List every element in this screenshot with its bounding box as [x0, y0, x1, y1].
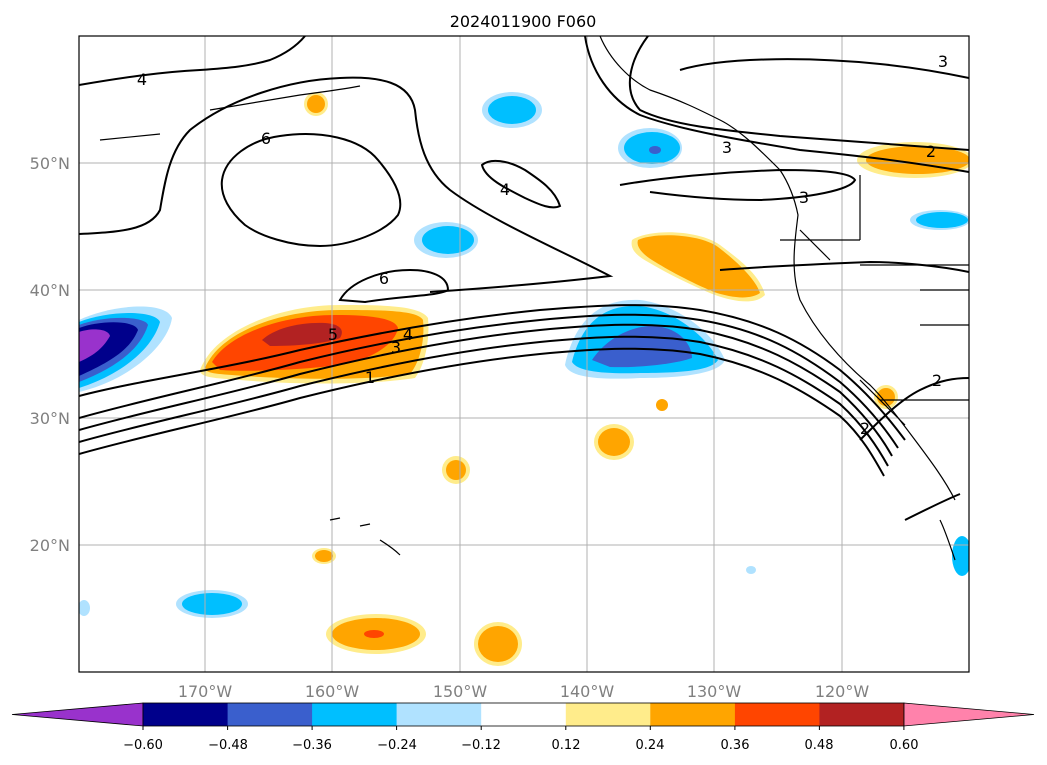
colorbar-tick-label: −0.24	[377, 738, 417, 753]
contour-line	[584, 36, 969, 173]
colorbar-cell	[312, 703, 398, 726]
colorbar-ticks	[142, 726, 905, 730]
longitude-labels: 170°W 160°W 150°W 140°W 130°W 120°W	[178, 682, 870, 701]
contour-label: 5	[328, 325, 338, 344]
latitude-labels: 20°N 30°N 40°N 50°N	[30, 154, 70, 555]
colorbar-labels: −0.60 −0.48 −0.36 −0.24 −0.12 0.12 0.24 …	[123, 738, 918, 753]
contour-labels: 4 6 4 6 5 4 3 1 3 3 2 2 2 3	[137, 52, 948, 438]
negative-anomaly-region	[488, 96, 536, 124]
colorbar-cell	[481, 703, 567, 726]
negative-anomaly-region	[79, 600, 90, 616]
lon-tick-label: 140°W	[560, 682, 615, 701]
colorbar-tick-label: 0.12	[552, 738, 581, 753]
contour-line	[619, 168, 857, 202]
positive-anomaly-region	[307, 95, 325, 113]
negative-anomaly-region	[952, 536, 969, 576]
contour-line	[480, 159, 562, 209]
contour-label: 1	[365, 368, 375, 387]
contour-label: 4	[403, 325, 413, 344]
map-frame	[78, 35, 970, 673]
negative-anomaly-region	[916, 212, 968, 228]
colorbar-tick-label: −0.60	[123, 738, 163, 753]
colorbar-cell	[734, 703, 820, 726]
colorbar-cells	[11, 702, 1035, 727]
contour-label: 2	[860, 419, 870, 438]
colorbar-extend-min	[11, 702, 144, 727]
negative-anomaly-region	[422, 226, 474, 254]
negative-anomaly-region	[746, 566, 756, 574]
negative-anomaly-region	[182, 593, 242, 615]
contour-label: 2	[926, 142, 936, 161]
positive-anomaly-region	[315, 550, 333, 562]
map-panel: 4 6 4 6 5 4 3 1 3 3 2 2 2 3 20°N 30°N 40…	[30, 35, 970, 701]
contour-line	[79, 335, 889, 467]
lon-tick-label: 120°W	[815, 682, 870, 701]
contour-line	[79, 347, 885, 477]
colorbar-tick-label: 0.60	[890, 738, 919, 753]
positive-anomaly-region	[656, 399, 668, 411]
contour-label: 3	[391, 338, 401, 357]
map-title: 2024011900 F060	[450, 12, 597, 31]
positive-anomaly-region	[446, 460, 466, 480]
gridlines	[79, 36, 969, 672]
contour-label: 2	[932, 371, 942, 390]
positive-anomaly-region	[364, 630, 384, 638]
negative-anomaly-region	[79, 329, 110, 362]
positive-anomaly-region	[598, 428, 630, 456]
contour-line	[79, 304, 906, 441]
negative-anomaly-region	[649, 146, 661, 154]
colorbar-cell	[650, 703, 736, 726]
contour-line	[79, 76, 614, 293]
colorbar-tick-label: 0.48	[805, 738, 834, 753]
lon-tick-label: 130°W	[687, 682, 742, 701]
contour-label: 6	[261, 129, 271, 148]
positive-anomaly-region	[262, 322, 342, 346]
colorbar-tick-label: 0.24	[636, 738, 665, 753]
colorbar-cell	[565, 703, 651, 726]
contour-lines	[79, 36, 969, 521]
contour-line	[859, 377, 969, 441]
contour-line	[79, 323, 893, 457]
lon-tick-label: 150°W	[433, 682, 488, 701]
colorbar-extend-max	[903, 702, 1035, 727]
contour-line	[79, 36, 306, 86]
colorbar-tick-label: 0.36	[721, 738, 750, 753]
contour-label: 3	[938, 52, 948, 71]
colorbar-tick-label: −0.12	[461, 738, 501, 753]
lat-tick-label: 30°N	[30, 409, 70, 428]
contour-label: 6	[379, 269, 389, 288]
colorbar-cell	[143, 703, 228, 726]
lat-tick-label: 20°N	[30, 536, 70, 555]
contour-label: 3	[799, 188, 809, 207]
lon-tick-label: 170°W	[178, 682, 233, 701]
colorbar-cell	[227, 703, 313, 726]
colorbar-tick-label: −0.48	[208, 738, 248, 753]
colorbar-tick-label: −0.36	[292, 738, 332, 753]
positive-anomaly-region	[637, 235, 760, 298]
contour-line	[628, 36, 969, 151]
colorbar-cell	[819, 703, 905, 726]
contour-line	[338, 268, 450, 304]
contour-label: 4	[500, 180, 510, 199]
lat-tick-label: 50°N	[30, 154, 70, 173]
negative-anomaly-region	[592, 325, 692, 368]
contour-line	[719, 260, 969, 273]
colorbar-cell	[396, 703, 482, 726]
contour-label: 3	[722, 138, 732, 157]
colorbar-frame	[142, 702, 905, 727]
contour-line	[220, 133, 402, 248]
lon-tick-label: 160°W	[305, 682, 360, 701]
contour-label: 4	[137, 70, 147, 89]
lat-tick-label: 40°N	[30, 281, 70, 300]
shaded-fields	[79, 92, 969, 666]
positive-anomaly-region	[478, 626, 518, 662]
contour-line	[679, 58, 969, 79]
contour-line	[904, 493, 961, 521]
colorbar: −0.60 −0.48 −0.36 −0.24 −0.12 0.12 0.24 …	[11, 702, 1035, 753]
contour-line	[79, 313, 899, 449]
